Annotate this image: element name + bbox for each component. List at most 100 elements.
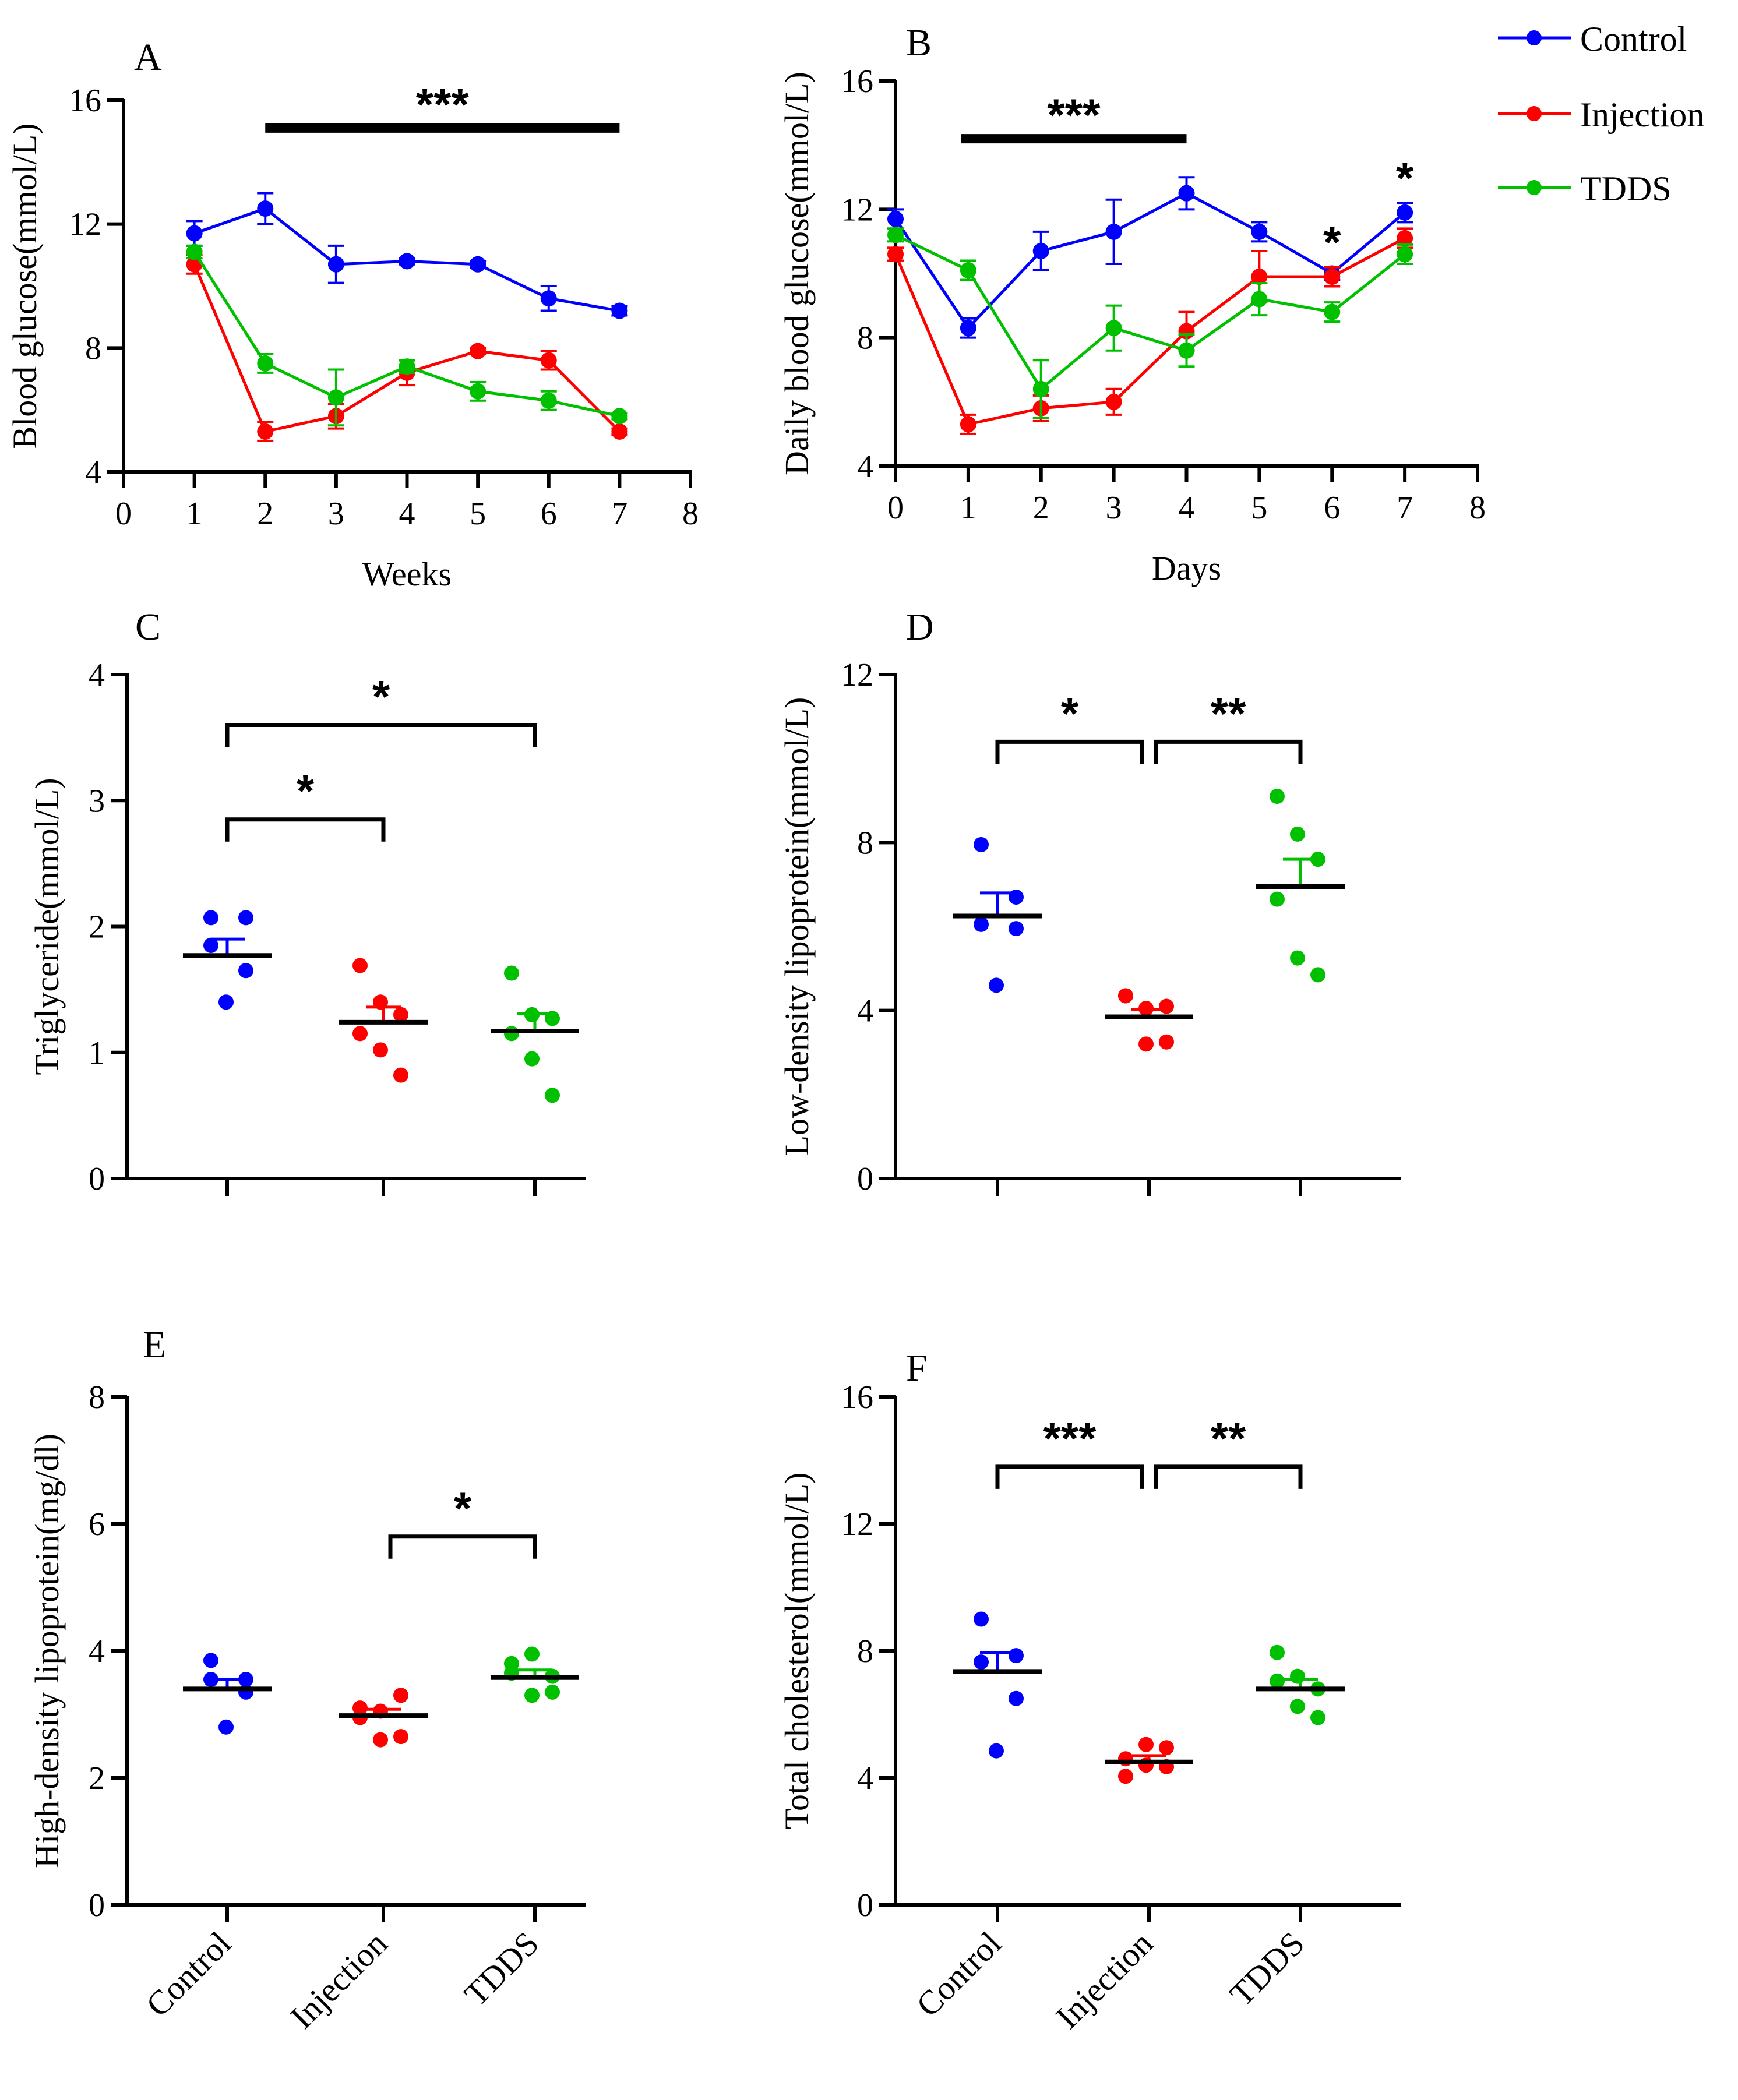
y-tick-label: 4 (89, 657, 105, 693)
y-tick-label: 4 (89, 1633, 105, 1670)
significance-bracket (388, 1534, 537, 1559)
data-point-control (974, 837, 989, 852)
y-tick-label: 2 (89, 909, 105, 945)
data-point-tdds (524, 1688, 540, 1703)
x-tick-label: 7 (1397, 490, 1413, 526)
legend-marker-injection (1527, 106, 1542, 121)
data-point-tdds (1270, 789, 1285, 804)
data-point-injection (470, 343, 487, 359)
series-line-injection (193, 263, 621, 433)
data-point-control (203, 937, 218, 953)
data-point-injection (352, 958, 368, 973)
data-point-tdds (1397, 246, 1413, 263)
data-point-injection (611, 423, 628, 440)
legend-label-control: Control (1580, 20, 1687, 58)
data-point-tdds (1310, 1710, 1325, 1725)
y-tick-label: 12 (841, 657, 873, 693)
data-point-injection (1397, 230, 1413, 246)
data-point-tdds (1290, 826, 1305, 842)
x-tick-label: 5 (1251, 490, 1267, 526)
significance-label: * (1396, 152, 1414, 203)
data-point-control (399, 253, 415, 270)
y-axis-title: High-density lipoprotein(mg/dl) (28, 1434, 66, 1868)
y-tick-label: 4 (857, 1760, 873, 1797)
x-tick-label: 6 (541, 496, 557, 532)
data-point-control (887, 210, 904, 227)
x-tick-label: 8 (1469, 490, 1486, 526)
y-tick-label: 0 (857, 1161, 873, 1197)
series-line-tdds (894, 234, 1406, 391)
data-point-control (238, 910, 253, 926)
y-tick-label: 12 (69, 207, 101, 243)
x-tick-label: Injection (1048, 1924, 1160, 2036)
significance-bracket (995, 1464, 1144, 1489)
data-point-control (1009, 1690, 1024, 1706)
x-tick-label: 4 (1179, 490, 1195, 526)
x-tick-label: 1 (960, 490, 976, 526)
x-tick-label: TDDS (457, 1924, 546, 2013)
data-point-injection (960, 416, 976, 433)
significance-label: * (1323, 216, 1341, 267)
data-point-injection (1118, 988, 1133, 1004)
panel-c: C 0 1 2 3 4 Triglyceride(mmol/L) * * (28, 606, 586, 1197)
data-point-tdds (1251, 291, 1268, 308)
significance-label: *** (1047, 89, 1101, 140)
x-tick-label: 4 (399, 496, 415, 532)
y-tick-label: 8 (85, 330, 101, 366)
significance-label: ** (1211, 687, 1246, 739)
data-point-tdds (1270, 1673, 1285, 1689)
data-point-injection (1138, 1737, 1154, 1752)
significance-bracket (1154, 739, 1303, 764)
significance-bracket (995, 739, 1144, 764)
data-point-tdds (1290, 1699, 1305, 1714)
data-point-tdds (186, 243, 203, 260)
data-point-control (1178, 185, 1195, 202)
significance-bracket (225, 723, 537, 747)
y-tick-label: 12 (841, 1506, 873, 1543)
data-point-tdds (540, 392, 557, 409)
panel-letter: F (906, 1347, 928, 1389)
y-tick-label: 4 (85, 454, 101, 490)
panel-letter: B (906, 22, 932, 64)
data-point-control (218, 1719, 234, 1735)
data-point-injection (1251, 269, 1268, 285)
y-tick-label: 12 (841, 192, 873, 228)
y-tick-label: 0 (89, 1161, 105, 1197)
y-tick-label: 1 (89, 1035, 105, 1071)
data-point-tdds (1324, 303, 1341, 320)
data-point-tdds (1105, 320, 1122, 337)
data-point-tdds (545, 1088, 560, 1103)
y-tick-label: 8 (857, 1633, 873, 1670)
panel-e: E 0 2 4 6 8 High-density lipoprotein(mg/dl) Con… (28, 1323, 586, 2036)
data-point-injection (257, 423, 274, 440)
data-point-injection (1324, 269, 1341, 285)
data-point-injection (352, 1026, 368, 1042)
y-tick-label: 4 (857, 449, 873, 485)
y-tick-label: 8 (857, 825, 873, 861)
data-point-injection (373, 1042, 388, 1058)
data-point-tdds (504, 965, 519, 981)
panel-letter: C (135, 606, 161, 648)
panel-f: F 0 4 8 12 16 Total cholesterol(mmol/L) Control… (778, 1347, 1401, 2036)
x-tick-label: Injection (283, 1924, 394, 2036)
data-point-tdds (1270, 1644, 1285, 1660)
data-point-injection (393, 1688, 408, 1703)
data-point-injection (1138, 1036, 1154, 1052)
data-point-injection (393, 1067, 408, 1083)
series-line-injection (894, 237, 1406, 426)
x-tick-label: TDDS (1222, 1924, 1312, 2013)
data-point-control (1251, 223, 1268, 240)
y-tick-label: 16 (841, 1379, 873, 1416)
data-point-control (989, 977, 1004, 993)
data-point-tdds (524, 1051, 540, 1067)
y-tick-label: 16 (69, 83, 101, 119)
legend-label-tdds: TDDS (1580, 170, 1672, 208)
data-point-control (974, 1611, 989, 1627)
x-tick-label: 6 (1324, 490, 1340, 526)
panel-letter: A (134, 36, 162, 79)
significance-label: * (454, 1483, 472, 1534)
data-point-control (974, 916, 989, 932)
y-tick-label: 8 (89, 1379, 105, 1416)
